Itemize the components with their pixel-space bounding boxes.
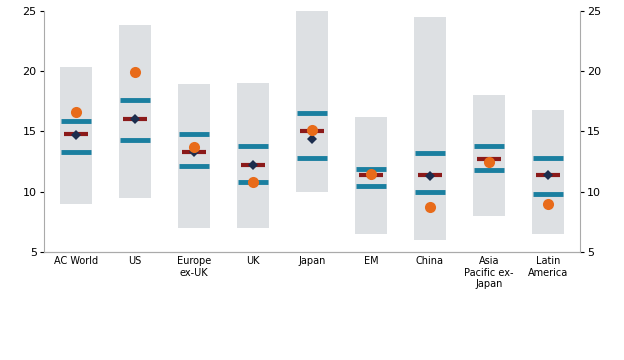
Bar	[119, 25, 151, 198]
Bar	[414, 17, 446, 240]
Bar	[237, 83, 269, 228]
Bar	[60, 67, 92, 204]
Bar	[473, 95, 505, 216]
Bar	[532, 110, 564, 234]
Bar	[296, 11, 328, 192]
Bar	[178, 84, 210, 228]
Bar	[355, 117, 387, 234]
